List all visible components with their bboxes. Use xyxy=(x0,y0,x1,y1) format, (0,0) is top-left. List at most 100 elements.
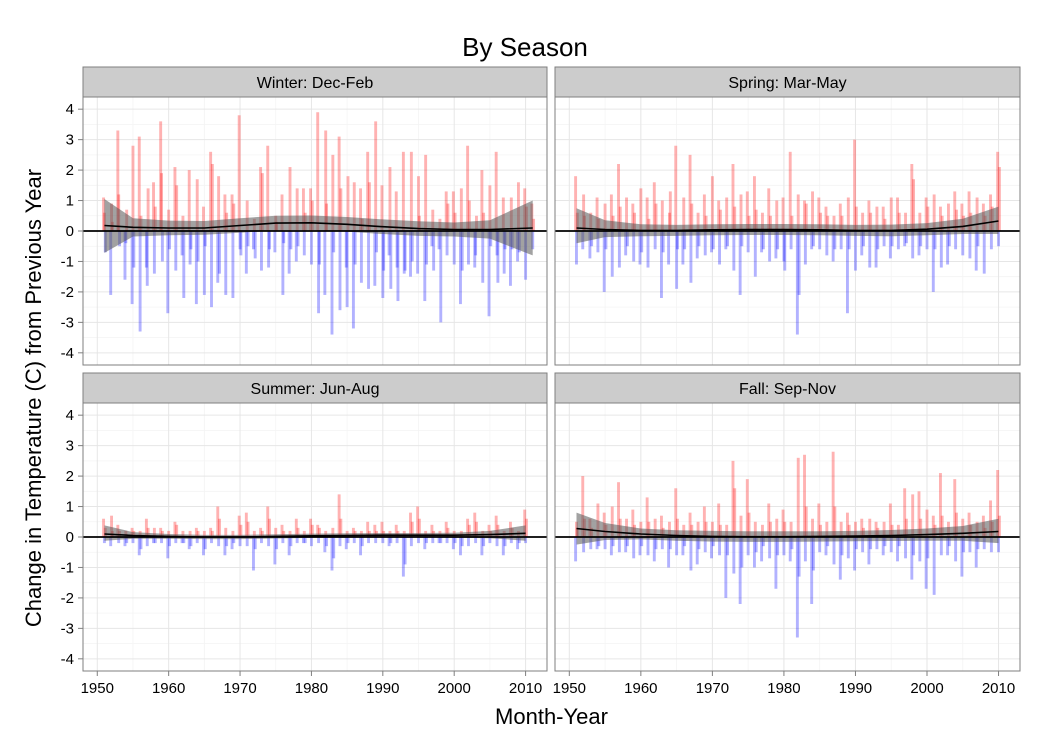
panel-2-bar xyxy=(754,209,758,231)
panel-4-bar xyxy=(718,524,722,537)
panel-4-bar xyxy=(753,521,757,537)
panel-4-bar xyxy=(810,537,814,604)
panel-3-bar xyxy=(381,537,385,544)
panel-3-bar xyxy=(232,537,236,544)
panel-2-bar xyxy=(632,231,636,262)
panel-1-bar xyxy=(246,231,250,247)
panel-1-bar xyxy=(295,188,299,231)
panel-3-bar xyxy=(352,537,356,544)
panel-3-x-tick-label: 2000 xyxy=(438,680,471,697)
panel-1-bar xyxy=(417,176,420,231)
panel-1-bar xyxy=(380,185,384,231)
panel-1-bar xyxy=(145,231,149,286)
panel-1-bar xyxy=(288,167,292,231)
panel-1-bar xyxy=(451,191,455,231)
panel-1-bar xyxy=(353,231,357,265)
panel-1-strip-label: Winter: Dec-Feb xyxy=(257,75,374,92)
panel-2-bar xyxy=(881,206,885,231)
panel-2-bar xyxy=(575,231,578,265)
panel-4-bar xyxy=(782,537,786,556)
panel-4-bar xyxy=(953,479,957,537)
panel-3-bar xyxy=(495,537,499,547)
panel-1-bar xyxy=(280,194,284,231)
panel-3-bar xyxy=(174,537,178,544)
panel-3-bar xyxy=(281,537,285,544)
panel-1-bar xyxy=(388,167,392,231)
panel-3-bar xyxy=(425,537,428,544)
y-axis-label: Change in Temperature (C) from Previous … xyxy=(21,168,46,628)
panel-3-y-tick-label: -4 xyxy=(61,651,74,668)
panel-1-bar xyxy=(260,173,264,231)
panel-1-bar xyxy=(282,231,286,244)
panel-3-bar xyxy=(417,537,420,544)
panel-2-bar xyxy=(947,231,951,247)
panel-3-bar xyxy=(330,537,334,571)
panel-3-bar xyxy=(295,537,299,544)
panel-1-bar xyxy=(430,231,434,247)
panel-2-bar xyxy=(624,231,628,256)
panel-3-bar xyxy=(273,537,277,565)
panel-1-y-tick-label: -1 xyxy=(61,253,74,270)
panel-4-bar xyxy=(754,537,758,553)
panel-2-strip xyxy=(554,66,1021,98)
panel-2-bar xyxy=(795,231,799,335)
panel-4-bar xyxy=(726,537,730,556)
panel-3-bar xyxy=(244,512,248,537)
panel-2-bar xyxy=(890,231,894,247)
panel-2-bar xyxy=(783,231,787,271)
panel-1-bar xyxy=(196,231,200,262)
panel-1-bar xyxy=(218,231,221,274)
panel-1-bar xyxy=(267,231,271,268)
panel-3-bar xyxy=(394,524,398,537)
panel-4-bar xyxy=(640,537,644,547)
panel-3-bar xyxy=(110,515,114,537)
panel-2-smooth-line xyxy=(576,220,999,232)
panel-4-bar xyxy=(931,515,935,537)
panel-1-bar xyxy=(387,231,391,256)
panel-3-x-tick-label: 1980 xyxy=(295,680,328,697)
panel-4-bar xyxy=(710,537,713,559)
panel-4-bar xyxy=(817,503,821,537)
panel-2-bar xyxy=(967,191,971,231)
panel-3-bar xyxy=(167,530,171,537)
panel-4-bar xyxy=(660,537,664,550)
panel-2-bar xyxy=(617,164,620,231)
panel-1-bar xyxy=(316,112,320,231)
panel-2-bar xyxy=(997,167,1001,231)
panel-3-bar xyxy=(268,518,271,537)
panel-2-bar xyxy=(876,231,880,250)
panel-3-bar xyxy=(309,518,313,537)
panel-1-bar xyxy=(425,231,428,265)
panel-3-bar xyxy=(473,512,477,537)
panel-3-bar xyxy=(309,537,313,547)
panel-4-bar xyxy=(574,537,578,562)
panel-3-bar xyxy=(301,537,305,544)
panel-3-bar xyxy=(344,537,348,550)
panel-4-bar xyxy=(911,494,915,537)
panel-2-bar xyxy=(925,231,929,250)
panel-3-bar xyxy=(475,521,478,537)
panel-1-bar xyxy=(453,212,457,231)
panel-2-strip-label: Spring: Mar-May xyxy=(728,75,846,92)
panel-2-bar xyxy=(618,206,622,231)
panel-3-bar xyxy=(403,537,407,565)
panel-3-bar xyxy=(218,518,221,537)
panel-2-bar xyxy=(882,231,886,247)
panel-4-bar xyxy=(861,537,865,553)
panel-4-bar xyxy=(826,537,830,547)
panel-2-bar xyxy=(602,231,606,292)
panel-3-bar xyxy=(439,537,443,544)
panel-4-bar xyxy=(910,537,914,580)
panel-3-bar xyxy=(373,524,377,537)
panel-2-bar xyxy=(919,231,923,247)
panel-2-bar xyxy=(574,176,578,231)
panel-4-bar xyxy=(675,537,679,556)
panel-3-bar xyxy=(189,537,193,547)
panel-1-bar xyxy=(532,218,536,231)
panel-3-smooth-line xyxy=(104,532,526,538)
panel-3-y-tick-label: 0 xyxy=(66,529,74,546)
panel-1-bar xyxy=(444,191,448,231)
panel-2-bar xyxy=(633,212,637,231)
panel-1-bar xyxy=(245,200,249,231)
